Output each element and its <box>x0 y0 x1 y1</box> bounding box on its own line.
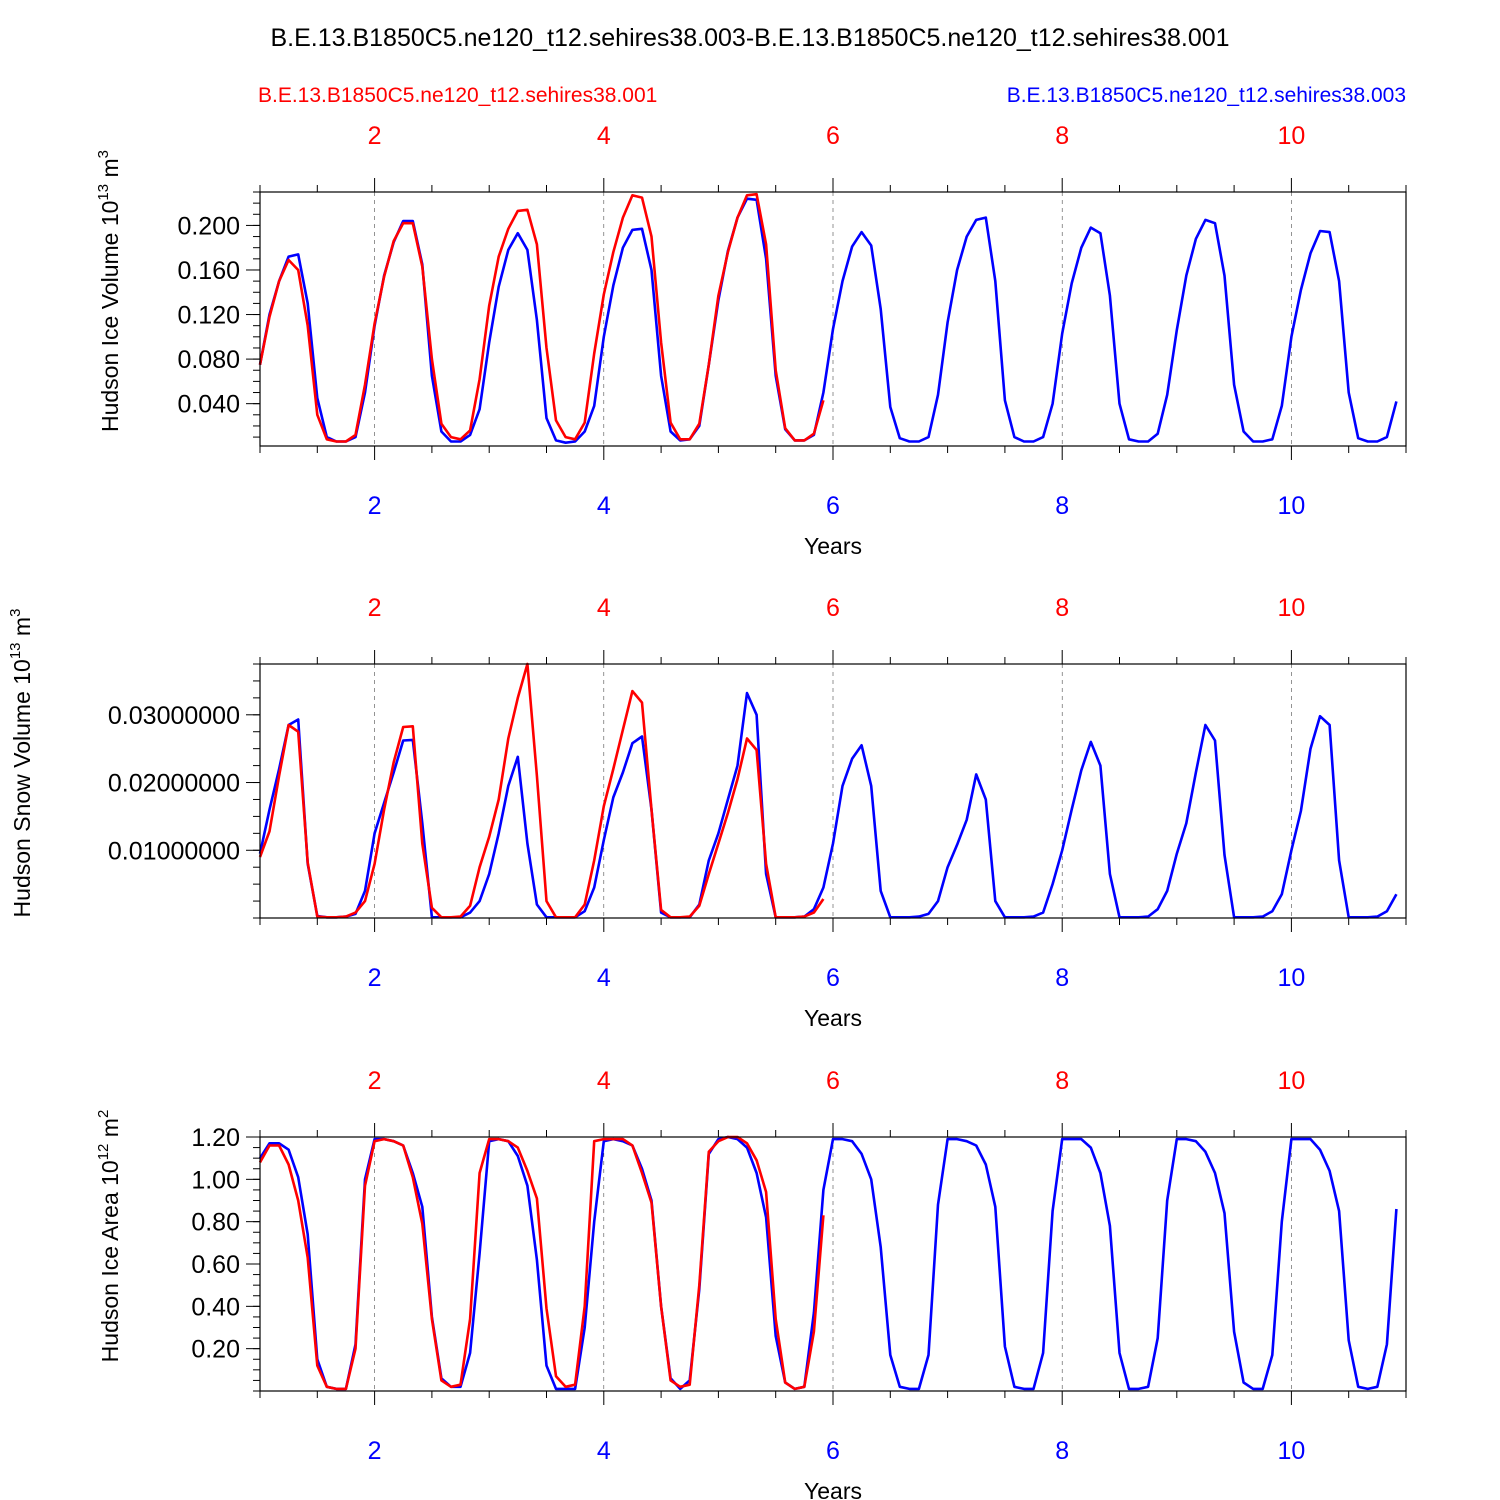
legend-red-label: B.E.13.B1850C5.ne120_t12.sehires38.001 <box>258 84 657 107</box>
y-tick-label: 0.02000000 <box>108 770 240 798</box>
x-tick-label-top: 8 <box>1055 122 1069 150</box>
y-tick-label: 0.200 <box>177 212 240 240</box>
x-tick-label-top: 2 <box>368 594 382 622</box>
y-tick-label: 0.40 <box>191 1293 240 1321</box>
x-tick-label-bottom: 8 <box>1055 492 1069 520</box>
plot-frame <box>259 191 1407 447</box>
x-tick-label-top: 4 <box>597 122 611 150</box>
x-tick-label-top: 8 <box>1055 1067 1069 1095</box>
series-line-red <box>258 192 825 443</box>
y-axis-title-unit-exponent: 3 <box>7 609 24 617</box>
series-line-blue <box>258 1135 1398 1391</box>
y-tick-label: 0.01000000 <box>108 837 240 865</box>
series-line-blue <box>258 197 1398 445</box>
x-tick-label-bottom: 4 <box>597 492 611 520</box>
y-tick-label: 0.03000000 <box>108 702 240 730</box>
x-tick-label-bottom: 2 <box>368 492 382 520</box>
x-tick-label-top: 2 <box>368 122 382 150</box>
y-axis-title-exponent: 12 <box>95 1144 112 1161</box>
x-tick-label-bottom: 8 <box>1055 1437 1069 1465</box>
x-tick-label-top: 10 <box>1277 1067 1305 1095</box>
x-tick-label-top: 4 <box>597 1067 611 1095</box>
y-axis-title-unit-exponent: 3 <box>95 150 112 158</box>
x-tick-label-bottom: 6 <box>826 964 840 992</box>
x-tick-label-top: 6 <box>826 122 840 150</box>
x-tick-label-top: 8 <box>1055 594 1069 622</box>
y-axis-title-main: Hudson Snow Volume 10 <box>9 659 35 917</box>
x-tick-label-top: 6 <box>826 594 840 622</box>
x-tick-label-bottom: 10 <box>1277 492 1305 520</box>
y-tick-label: 0.80 <box>191 1209 240 1237</box>
x-axis-title: Years <box>804 1478 862 1500</box>
y-tick-label: 1.20 <box>191 1124 240 1152</box>
y-tick-label: 0.60 <box>191 1251 240 1279</box>
series-line-blue <box>258 691 1398 919</box>
series-line-red <box>258 662 825 919</box>
chart-panels: 2 2 4 4 6 6 8 8 10 10 0.040 0.080 0.120 0.160 0.200 Yea… <box>7 122 1407 1500</box>
y-axis-title: Hudson Ice Area 1012 m2 <box>95 1110 123 1363</box>
y-axis-title-exponent: 13 <box>7 642 24 659</box>
y-axis-title-main: Hudson Ice Area 10 <box>97 1160 123 1362</box>
x-tick-label-top: 2 <box>368 1067 382 1095</box>
y-tick-label: 0.080 <box>177 346 240 374</box>
figure-title: B.E.13.B1850C5.ne120_t12.sehires38.003-B… <box>270 24 1229 52</box>
x-tick-label-bottom: 10 <box>1277 1437 1305 1465</box>
y-tick-label: 0.040 <box>177 391 240 419</box>
y-axis-title-unit: m <box>97 1118 123 1144</box>
x-axis-title: Years <box>804 533 862 559</box>
x-tick-label-top: 10 <box>1277 122 1305 150</box>
y-axis-title-main: Hudson Ice Volume 10 <box>97 201 123 432</box>
series-line-red <box>258 1135 825 1391</box>
x-tick-label-bottom: 2 <box>368 964 382 992</box>
x-tick-label-bottom: 2 <box>368 1437 382 1465</box>
chart-panel-2: 2 2 4 4 6 6 8 8 10 10 0.01000000 0.02000000 0.030000… <box>7 594 1407 1031</box>
y-axis-title-exponent: 13 <box>95 184 112 201</box>
y-tick-label: 0.160 <box>177 257 240 285</box>
y-tick-label: 1.00 <box>191 1166 240 1194</box>
x-tick-label-bottom: 10 <box>1277 964 1305 992</box>
y-axis-title: Hudson Ice Volume 1013 m3 <box>95 150 123 432</box>
plot-frame <box>259 663 1407 919</box>
x-axis-title: Years <box>804 1005 862 1031</box>
x-tick-label-top: 10 <box>1277 594 1305 622</box>
x-tick-label-bottom: 8 <box>1055 964 1069 992</box>
x-tick-label-top: 4 <box>597 594 611 622</box>
plot-frame <box>259 1136 1407 1392</box>
legend-blue-label: B.E.13.B1850C5.ne120_t12.sehires38.003 <box>1007 84 1406 107</box>
y-axis-title-unit: m <box>9 617 35 643</box>
x-tick-label-bottom: 4 <box>597 1437 611 1465</box>
y-tick-label: 0.20 <box>191 1336 240 1364</box>
y-axis-title: Hudson Snow Volume 1013 m3 <box>7 609 35 918</box>
x-tick-label-bottom: 4 <box>597 964 611 992</box>
chart-panel-3: 2 2 4 4 6 6 8 8 10 10 0.20 0.40 0.60 0.80 1.00 1.20 Year… <box>95 1067 1407 1500</box>
chart-panel-1: 2 2 4 4 6 6 8 8 10 10 0.040 0.080 0.120 0.160 0.200 Yea… <box>95 122 1407 559</box>
y-tick-label: 0.120 <box>177 302 240 330</box>
y-axis-title-unit: m <box>97 158 123 184</box>
x-tick-label-top: 6 <box>826 1067 840 1095</box>
x-tick-label-bottom: 6 <box>826 492 840 520</box>
x-tick-label-bottom: 6 <box>826 1437 840 1465</box>
y-axis-title-unit-exponent: 2 <box>95 1110 112 1118</box>
